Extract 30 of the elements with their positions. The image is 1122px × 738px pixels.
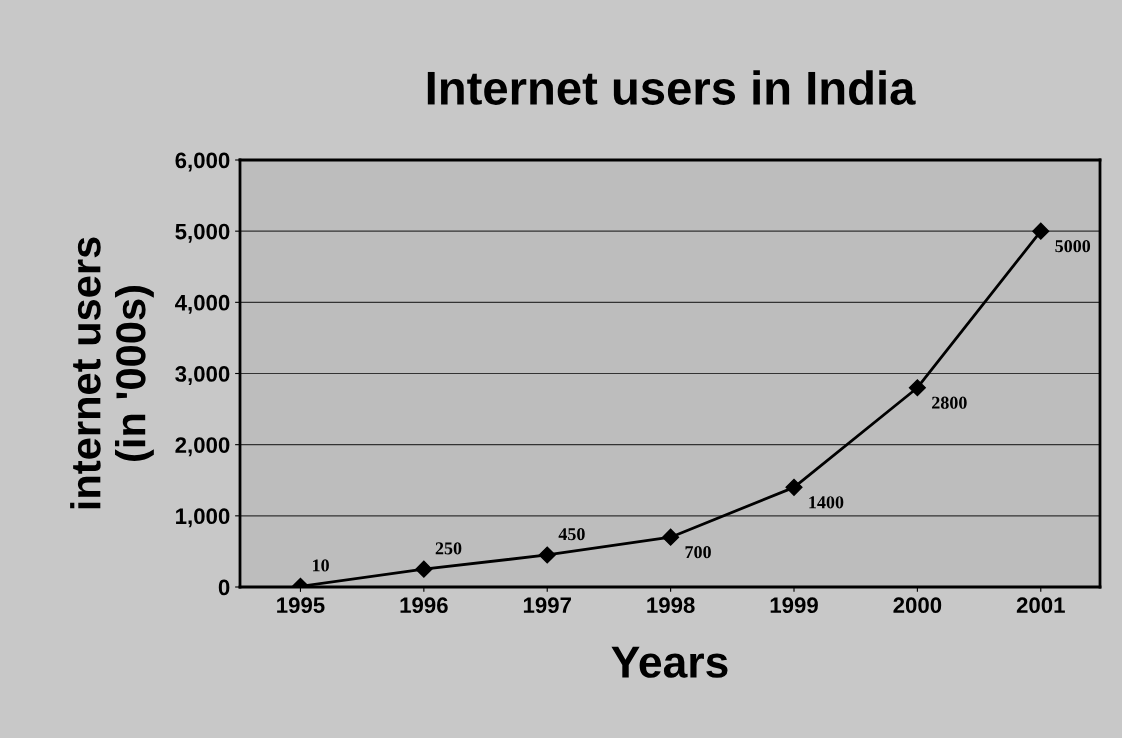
point: [1032, 222, 1050, 240]
data-label: 1400: [809, 496, 844, 509]
point: [415, 560, 433, 578]
x-tick-label: 1996: [400, 597, 448, 614]
data-label: 10: [313, 559, 329, 572]
x-tick-label: 1998: [647, 597, 695, 614]
point: [785, 478, 803, 496]
y-tick-label: 3,000: [175, 366, 230, 385]
data-label: 5000: [1055, 240, 1091, 253]
y-tick-label: 4,000: [175, 294, 230, 314]
point: [908, 379, 926, 397]
y-tick-label: 6,000: [175, 152, 230, 172]
data-label: 450: [558, 528, 585, 541]
x-axis-title: Years: [611, 646, 728, 678]
y-tick-label: 2,000: [175, 437, 230, 457]
x-tick-label: 2000: [893, 597, 942, 614]
x-tick-label: 1995: [277, 597, 325, 614]
y-tick-label: 5,000: [175, 223, 230, 243]
data-label: 2800: [932, 396, 967, 409]
y-tick-label: 1,000: [176, 508, 230, 528]
chart-title: Internet users in India: [427, 70, 916, 105]
y-tick-label: 0: [218, 579, 230, 596]
x-tick-label: 2001: [1016, 597, 1065, 614]
point: [538, 546, 556, 564]
point: [662, 528, 680, 546]
data-label: 250: [435, 542, 462, 555]
data-label: 700: [685, 546, 711, 559]
x-tick-label: 1999: [770, 597, 818, 614]
y-axis-title: internet users (in '000s): [70, 237, 154, 509]
x-tick-label: 1997: [523, 597, 571, 614]
